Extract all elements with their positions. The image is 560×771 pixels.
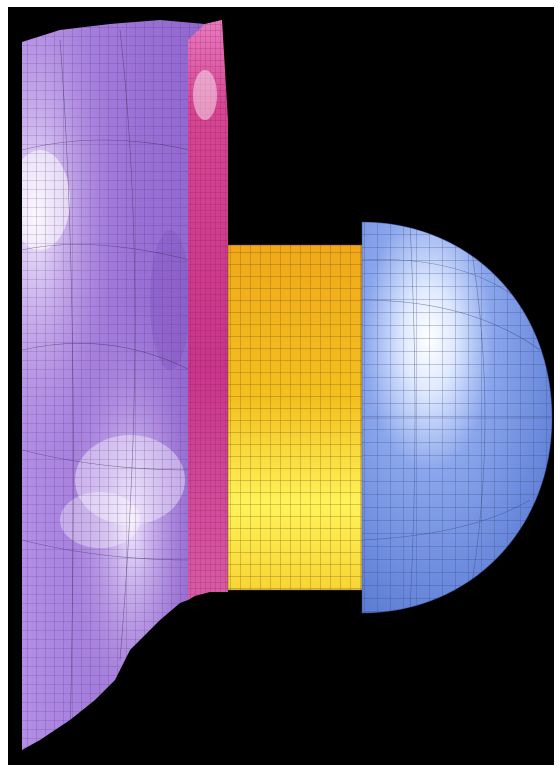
magenta-plate-edge-mesh xyxy=(188,20,228,600)
yellow-cylinder-mesh xyxy=(227,244,363,591)
